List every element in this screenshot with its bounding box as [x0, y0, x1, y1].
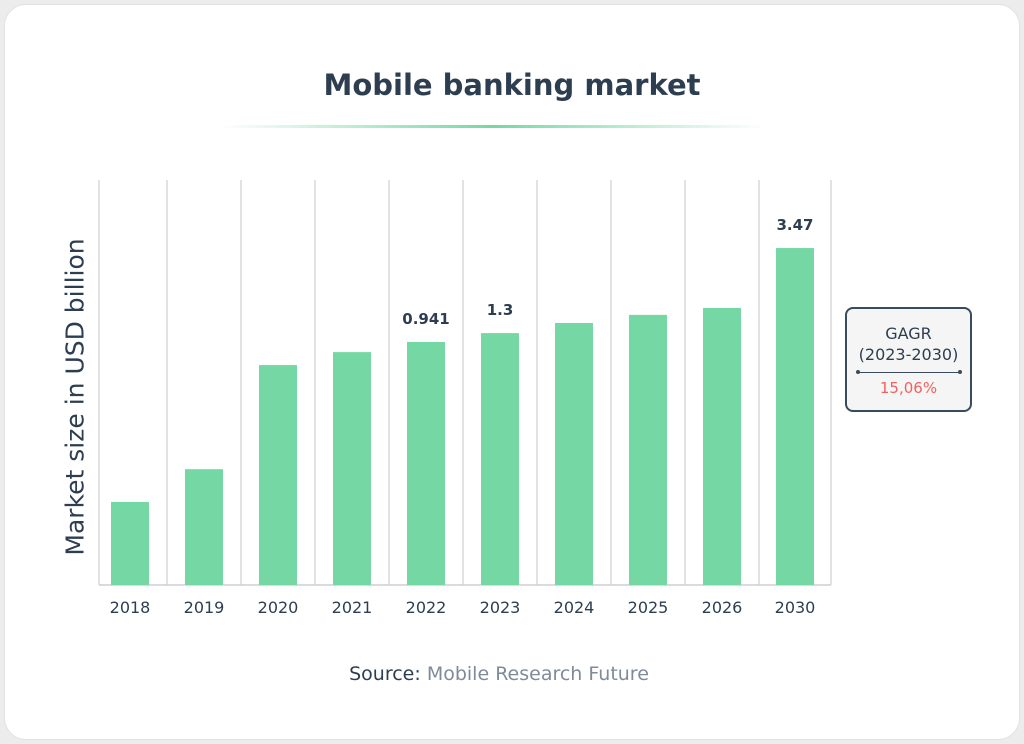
bar-2030: [776, 248, 814, 586]
data-label: 1.3: [487, 301, 514, 319]
data-label: 0.941: [402, 310, 449, 328]
source-label: Source:: [349, 663, 421, 685]
x-tick-label: 2021: [332, 598, 373, 617]
x-tick-label: 2026: [702, 598, 743, 617]
x-tick-label: 2020: [258, 598, 299, 617]
title-underline: [220, 125, 765, 128]
x-tick-label: 2023: [480, 598, 521, 617]
bar-2022: [407, 342, 445, 585]
x-tick-label: 2030: [775, 598, 816, 617]
cagr-annotation-box: GAGR (2023-2030) 15,06%: [845, 307, 972, 412]
cagr-title: GAGR: [885, 324, 932, 343]
x-tick-label: 2025: [628, 598, 669, 617]
x-tick-label: 2024: [554, 598, 595, 617]
cagr-value: 15,06%: [879, 379, 938, 397]
cagr-divider: [855, 370, 962, 374]
bar-2019: [185, 469, 223, 585]
chart-title: Mobile banking market: [323, 68, 701, 102]
bar-2026: [703, 307, 741, 585]
bar-2018: [111, 501, 149, 585]
bar-2020: [259, 365, 297, 585]
bar-2021: [333, 352, 371, 585]
x-tick-label: 2019: [184, 598, 225, 617]
bar-2024: [555, 322, 593, 585]
data-label: 3.47: [776, 216, 813, 234]
x-tick-label: 2018: [110, 598, 151, 617]
source-note: Source: Mobile Research Future: [0, 663, 998, 685]
cagr-period: (2023-2030): [858, 345, 959, 364]
bar-2025: [629, 314, 667, 585]
x-tick-label: 2022: [406, 598, 447, 617]
bar-2023: [481, 333, 519, 585]
source-name: Mobile Research Future: [426, 663, 649, 685]
